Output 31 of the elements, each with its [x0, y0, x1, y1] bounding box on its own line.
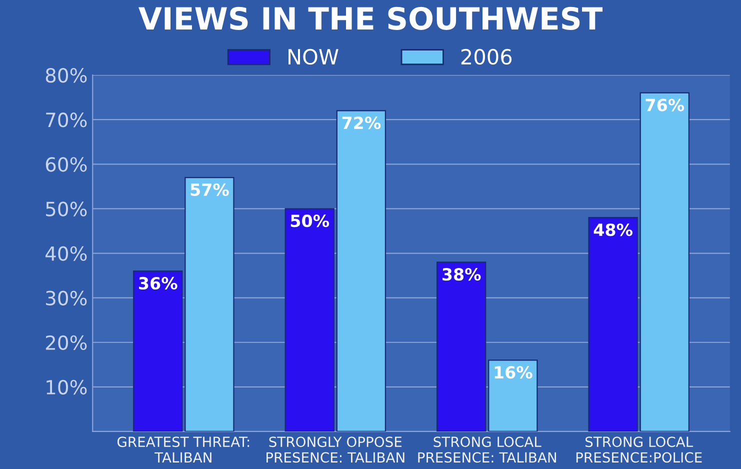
bar	[488, 360, 538, 432]
bar	[588, 217, 638, 432]
x-tick-label: STRONG LOCAL PRESENCE: TALIBAN	[418, 436, 556, 463]
bar	[133, 270, 183, 432]
bar	[640, 92, 690, 432]
y-tick-label: 50%	[46, 202, 87, 216]
data-label: 36%	[139, 276, 178, 290]
data-label: 76%	[646, 98, 684, 112]
legend-label: NOW	[288, 48, 338, 65]
y-tick-label: 20%	[46, 335, 87, 350]
y-tick-label: 70%	[46, 112, 87, 128]
chart-title: VIEWS IN THE SOUTHWEST	[138, 6, 603, 30]
bar	[336, 110, 386, 432]
data-label: 50%	[290, 214, 330, 228]
bar	[184, 176, 234, 432]
x-tick-label: GREATEST THREAT: TALIBAN	[117, 436, 250, 462]
y-tick-label: 80%	[46, 68, 87, 83]
y-tick-label: 10%	[46, 380, 87, 395]
data-label: 72%	[342, 116, 381, 130]
bar	[284, 208, 334, 432]
y-tick-label: 40%	[45, 246, 87, 261]
legend-label: 2006	[461, 48, 512, 65]
data-label: 48%	[594, 223, 632, 236]
y-tick-label: 30%	[46, 290, 87, 306]
data-label: 16%	[494, 366, 532, 379]
y-tick-label: 60%	[46, 157, 87, 172]
bar	[436, 262, 486, 432]
data-label: 57%	[190, 183, 229, 196]
x-tick-label: STRONG LOCAL PRESENCE:POLICE	[576, 436, 702, 463]
data-label: 38%	[442, 268, 481, 281]
x-tick-label: STRONGLY OPPOSE PRESENCE: TALIBAN	[266, 436, 404, 463]
